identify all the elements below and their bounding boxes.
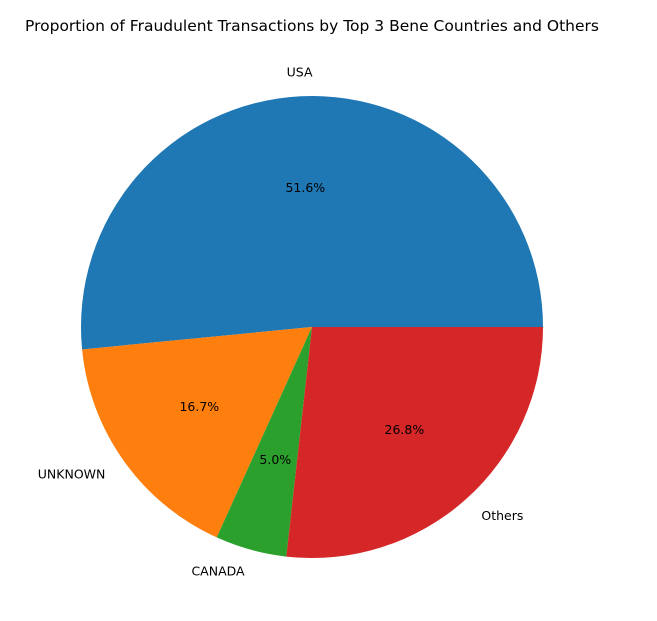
slice-label-canada: CANADA xyxy=(191,564,245,579)
pie-labels: USA 51.6% UNKNOWN 16.7% CANADA 5.0% Others 26.8… xyxy=(38,65,524,579)
slice-label-usa: USA xyxy=(287,65,313,80)
pie-slice-canada xyxy=(216,327,312,557)
pie-slice-usa xyxy=(80,96,543,350)
slice-pct-others: 26.8% xyxy=(385,422,425,437)
pie-slice-unknown xyxy=(82,327,312,538)
slice-label-unknown: UNKNOWN xyxy=(38,466,106,481)
slice-pct-usa: 51.6% xyxy=(285,180,325,195)
chart-title: Proportion of Fraudulent Transactions by… xyxy=(25,17,599,35)
pie-slices xyxy=(80,96,543,559)
slice-label-others: Others xyxy=(481,508,523,523)
pie-slice-others xyxy=(286,327,543,559)
slice-pct-unknown: 16.7% xyxy=(179,399,219,414)
slice-pct-canada: 5.0% xyxy=(259,452,291,467)
